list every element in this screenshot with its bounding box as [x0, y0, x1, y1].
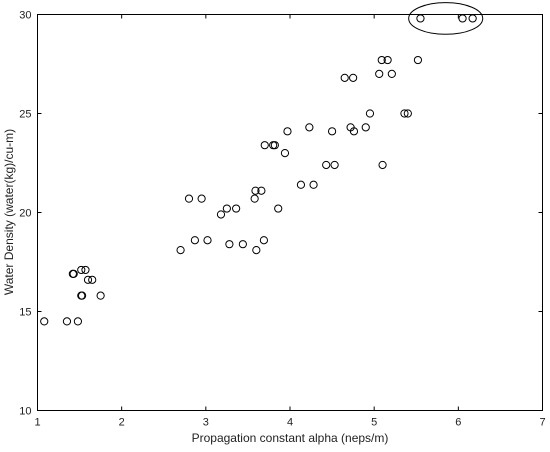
data-point	[416, 14, 425, 23]
data-point	[400, 109, 409, 118]
y-tick-label: 20	[19, 208, 31, 220]
x-tick-labels: 1 2 3 4 5 6 7	[34, 417, 545, 429]
x-tick-label: 4	[287, 417, 293, 429]
data-point	[305, 123, 314, 132]
data-point	[468, 14, 477, 23]
x-tick-label: 3	[203, 417, 209, 429]
data-point	[216, 210, 226, 219]
data-point	[225, 240, 234, 249]
data-point	[238, 240, 247, 249]
data-point	[327, 127, 337, 136]
x-tick-label: 1	[34, 417, 40, 429]
data-point	[403, 109, 412, 118]
x-tick-label: 6	[455, 417, 461, 429]
y-tick-label: 15	[19, 307, 31, 319]
data-point	[184, 194, 194, 203]
data-point	[176, 246, 185, 255]
data-point	[349, 73, 358, 82]
data-point	[377, 55, 386, 65]
plot-frame	[37, 14, 543, 411]
x-axis-title: Propagation constant alpha (neps/m)	[192, 431, 389, 445]
data-point	[383, 55, 392, 65]
data-point	[83, 275, 93, 284]
y-tick-label: 10	[19, 406, 31, 418]
data-point	[81, 265, 90, 275]
data-point	[69, 269, 78, 278]
data-point	[349, 127, 359, 136]
data-point	[378, 160, 387, 170]
data-point	[96, 291, 105, 300]
y-axis-title: Water Density (water(kg)/cu-m)	[2, 129, 16, 295]
data-point	[260, 141, 269, 150]
data-point	[257, 186, 266, 195]
y-tick-label: 30	[19, 10, 31, 22]
data-point	[190, 236, 199, 245]
data-point	[78, 291, 87, 300]
data-point	[62, 317, 72, 326]
x-tick-label: 5	[371, 417, 377, 429]
data-point	[269, 141, 278, 150]
data-point	[322, 160, 331, 170]
data-point	[330, 160, 339, 170]
axis-ticks	[37, 14, 543, 411]
y-tick-labels: 10 15 20 25 30	[19, 10, 31, 418]
data-point	[340, 73, 349, 82]
data-point	[387, 69, 396, 79]
y-tick-label: 25	[19, 109, 31, 121]
annotations	[408, 2, 484, 35]
data-point	[40, 317, 49, 326]
data-point	[270, 141, 279, 150]
data-point	[252, 246, 261, 255]
data-point	[232, 204, 241, 213]
data-point	[309, 180, 318, 189]
data-point	[77, 265, 86, 275]
data-point	[250, 194, 259, 203]
data-point	[280, 149, 290, 158]
data-point	[88, 275, 97, 284]
data-point	[203, 236, 212, 245]
x-tick-label: 2	[119, 417, 125, 429]
highlight-ellipse	[408, 2, 484, 35]
data-point	[251, 186, 260, 195]
data-point	[365, 109, 375, 118]
data-point	[413, 55, 423, 65]
x-tick-label: 7	[539, 417, 545, 429]
data-point	[283, 127, 292, 136]
data-point	[296, 180, 306, 189]
data-point	[259, 236, 269, 245]
data-point	[375, 69, 384, 79]
data-point	[458, 14, 467, 23]
data-point	[73, 317, 83, 326]
data-point	[197, 194, 206, 203]
data-point	[222, 204, 231, 213]
data-point	[361, 123, 370, 132]
data-points	[40, 14, 477, 326]
data-point	[274, 204, 283, 213]
